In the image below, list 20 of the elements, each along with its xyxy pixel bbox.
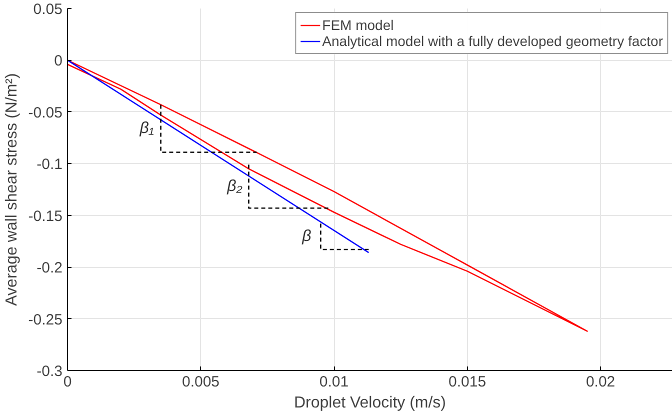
- annotation: β: [301, 228, 312, 246]
- y-tick-label: -0.05: [28, 104, 63, 122]
- y-tick-label: -0.15: [28, 208, 63, 225]
- y-tick-label: -0.25: [28, 311, 63, 328]
- x-axis-title: Droplet Velocity (m/s): [294, 394, 446, 412]
- x-tick-label: 0.005: [182, 374, 220, 390]
- x-tick-label: 0.01: [319, 374, 349, 390]
- legend-label: Analytical model with a fully developed geometry factor: [322, 33, 663, 49]
- x-tick-label: 0.015: [448, 374, 486, 390]
- y-tick-label: -0.1: [36, 156, 63, 174]
- legend-label: FEM model: [322, 17, 394, 33]
- x-tick-label: 0.02: [586, 374, 616, 390]
- y-tick-label: 0: [54, 52, 62, 70]
- line-series: [68, 60, 588, 332]
- y-tick-label: 0.05: [33, 1, 63, 18]
- y-axis-title: Average wall shear stress (N/m²): [3, 73, 20, 306]
- y-tick-label: -0.2: [36, 260, 63, 277]
- y-tick-label: -0.3: [36, 363, 63, 380]
- annotation: β₁: [138, 120, 154, 137]
- annotation: β₂: [226, 178, 242, 195]
